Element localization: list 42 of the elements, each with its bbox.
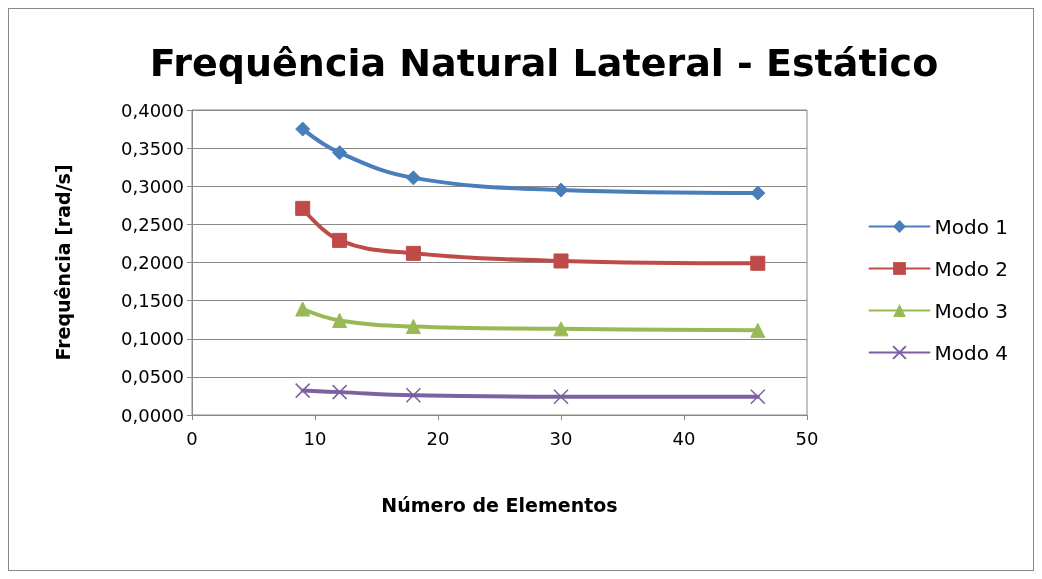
legend-label: Modo 4 (934, 340, 1009, 365)
legend-label: Modo 3 (934, 298, 1009, 323)
point (405, 319, 421, 335)
point (294, 382, 311, 399)
y-tick-label: 0,4000 (121, 99, 184, 121)
point (331, 384, 348, 400)
point (553, 321, 569, 337)
y-tick-label: 0,1500 (121, 290, 184, 312)
point (750, 255, 766, 271)
point (332, 145, 348, 161)
point (553, 388, 569, 405)
y-tick-label: 0,0000 (121, 404, 184, 426)
point (750, 322, 766, 338)
point (332, 232, 348, 248)
x-tick-label: 0 (186, 427, 198, 449)
point (405, 245, 421, 261)
x-axis-title: Número de Elementos (381, 493, 618, 516)
x-tick-label: 20 (426, 427, 450, 449)
y-tick-label: 0,0500 (121, 366, 184, 388)
point (332, 312, 348, 328)
y-tick-label: 0,3500 (121, 137, 184, 159)
x-tick-label: 40 (672, 427, 696, 449)
point (553, 182, 569, 198)
chart-title: Frequência Natural Lateral - Estático (149, 41, 939, 85)
y-tick-label: 0,3000 (121, 175, 184, 197)
x-tick-label: 50 (795, 427, 819, 449)
point (750, 185, 766, 201)
y-tick-label: 0,2000 (121, 252, 184, 273)
y-tick-label: 0,2500 (121, 213, 184, 235)
legend-label: Modo 1 (934, 214, 1009, 239)
point (553, 253, 569, 269)
point (405, 170, 421, 186)
legend-label: Modo 2 (934, 256, 1009, 281)
point (750, 388, 766, 405)
point (295, 121, 311, 137)
y-tick-label: 0,1000 (121, 328, 184, 350)
point (405, 387, 422, 403)
point (295, 301, 311, 317)
point (295, 200, 311, 216)
x-tick-label: 10 (303, 427, 327, 449)
x-tick-label: 30 (549, 427, 573, 449)
y-axis-title: Frequência [rad/s] (51, 164, 74, 361)
